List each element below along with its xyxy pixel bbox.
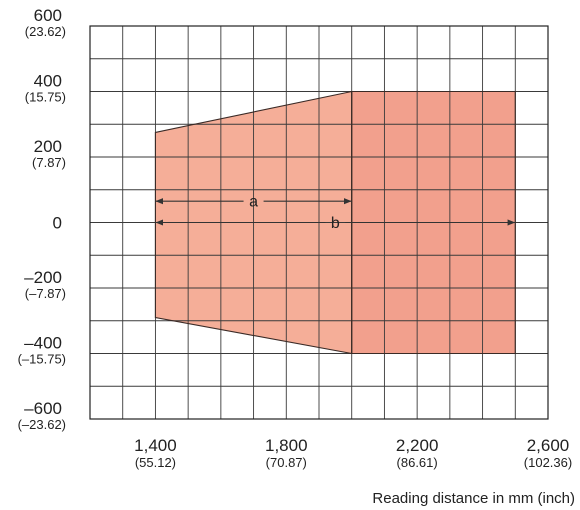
dimension-label-a: a [249,194,258,211]
y-tick-sublabel: (–23.62) [18,417,66,432]
y-tick-sublabel: (23.62) [25,24,66,39]
x-tick-sublabel: (86.61) [397,455,438,470]
x-tick-sublabel: (70.87) [266,455,307,470]
y-tick-sublabel: (–15.75) [18,352,66,367]
y-tick-sublabel: (15.75) [25,90,66,105]
region-outline-b [351,90,516,355]
y-axis-tick-labels: 600(23.62) 400(15.75) 200(7.87) 0 –200(–7.87… [18,6,66,432]
x-tick-label: 1,400 [134,436,177,455]
dimension-label-b: b [331,215,340,232]
y-tick-label: 0 [53,214,62,233]
plot-frame [89,25,549,420]
x-tick-label: 2,600 [527,436,570,455]
x-axis-title: Reading distance in mm (inch) [372,490,575,507]
y-tick-label: 600 [34,6,62,25]
x-tick-label: 1,800 [265,436,308,455]
y-tick-label: 400 [34,72,62,91]
y-tick-sublabel: (7.87) [32,155,66,170]
x-tick-sublabel: (102.36) [524,455,572,470]
x-tick-label: 2,200 [396,436,439,455]
y-tick-sublabel: (–7.87) [25,286,66,301]
dimensions-layer: ab [155,194,516,232]
y-tick-label: –400 [24,334,62,353]
y-tick-label: –200 [24,268,62,287]
x-tick-sublabel: (55.12) [135,455,176,470]
region-outline-layer [154,90,516,355]
x-axis-tick-labels: 1,400(55.12) 1,800(70.87) 2,200(86.61) 2,60… [134,436,572,470]
y-tick-label: 200 [34,137,62,156]
y-tick-label: –600 [24,399,62,418]
